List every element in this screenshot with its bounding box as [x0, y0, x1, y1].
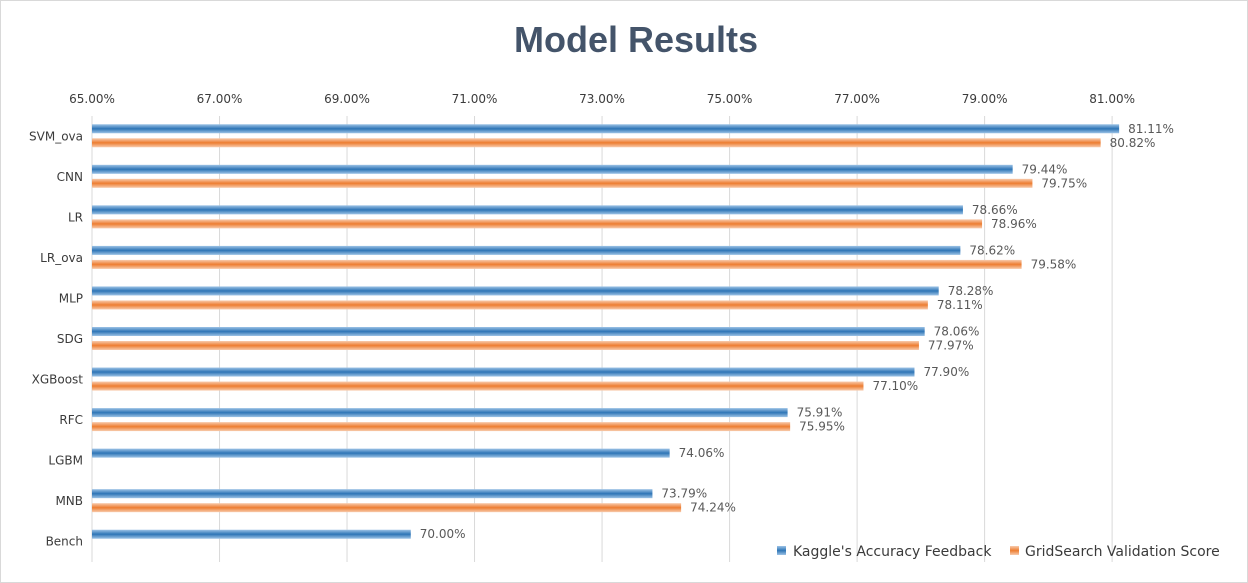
y-axis: SVM_ova CNN LR LR_ova MLP SDG XGBoost RFC LGBM MN… — [29, 129, 83, 548]
kaggle-bar — [92, 367, 915, 377]
data-labels: 81.11%80.82% 79.44%79.75% 78.66%78.96% 78.6… — [420, 122, 1174, 541]
kaggle-bar — [92, 124, 1120, 134]
gridsearch-data-label: 78.96% — [991, 217, 1037, 231]
x-tick-label: 67.00% — [197, 92, 243, 106]
category-label: LR — [68, 210, 83, 224]
gridsearch-bar — [92, 219, 983, 229]
kaggle-bar — [92, 286, 939, 296]
legend-swatch-gridsearch — [1010, 546, 1019, 555]
x-tick-label: 69.00% — [324, 92, 370, 106]
kaggle-data-label: 78.66% — [972, 203, 1018, 217]
category-label: Bench — [46, 535, 83, 549]
category-label: MLP — [59, 291, 83, 305]
legend: Kaggle's Accuracy Feedback GridSearch Va… — [777, 544, 1220, 560]
kaggle-data-label: 79.44% — [1022, 162, 1068, 176]
gridsearch-data-label: 74.24% — [690, 501, 736, 515]
gridsearch-bar — [92, 341, 919, 350]
category-label: SDG — [57, 332, 83, 346]
category-label: CNN — [57, 170, 83, 184]
kaggle-bar — [92, 489, 653, 499]
gridlines — [91, 116, 1113, 562]
category-label: LGBM — [48, 454, 83, 468]
gridsearch-data-label: 75.95% — [799, 420, 845, 434]
gridsearch-bar — [92, 138, 1101, 148]
legend-label-kaggle: Kaggle's Accuracy Feedback — [793, 544, 992, 560]
kaggle-bar — [92, 245, 961, 255]
kaggle-data-label: 78.06% — [934, 325, 980, 339]
kaggle-bar — [92, 164, 1013, 174]
x-tick-label: 77.00% — [834, 92, 880, 106]
bars — [92, 124, 1120, 539]
kaggle-data-label: 70.00% — [420, 527, 466, 541]
gridsearch-data-label: 78.11% — [937, 298, 983, 312]
legend-swatch-kaggle — [777, 546, 786, 555]
kaggle-data-label: 78.62% — [969, 243, 1015, 257]
gridsearch-data-label: 79.58% — [1031, 257, 1077, 271]
x-tick-label: 73.00% — [579, 92, 625, 106]
gridsearch-bar — [92, 178, 1033, 188]
kaggle-bar — [92, 408, 788, 418]
kaggle-data-label: 73.79% — [661, 487, 707, 501]
category-label: LR_ova — [40, 251, 83, 265]
kaggle-data-label: 78.28% — [948, 284, 994, 298]
gridsearch-data-label: 80.82% — [1110, 136, 1156, 150]
legend-label-gridsearch: GridSearch Validation Score — [1025, 544, 1220, 560]
gridsearch-data-label: 77.10% — [872, 379, 918, 393]
kaggle-bar — [92, 327, 925, 336]
gridsearch-data-label: 77.97% — [928, 339, 974, 353]
gridsearch-bar — [92, 381, 864, 391]
x-axis: 65.00% 67.00% 69.00% 71.00% 73.00% 75.00% 77.0… — [69, 92, 1135, 106]
category-label: XGBoost — [32, 373, 84, 387]
gridsearch-data-label: 79.75% — [1041, 176, 1087, 190]
x-tick-label: 75.00% — [707, 92, 753, 106]
category-label: RFC — [59, 413, 83, 427]
gridsearch-bar — [92, 300, 928, 310]
kaggle-data-label: 77.90% — [923, 365, 969, 379]
kaggle-data-label: 74.06% — [679, 446, 725, 460]
x-tick-label: 71.00% — [452, 92, 498, 106]
kaggle-data-label: 75.91% — [797, 406, 843, 420]
x-tick-label: 65.00% — [69, 92, 115, 106]
gridsearch-bar — [92, 259, 1022, 269]
x-tick-label: 81.00% — [1089, 92, 1135, 106]
kaggle-bar — [92, 529, 411, 539]
kaggle-bar — [92, 205, 963, 215]
category-label: SVM_ova — [29, 129, 83, 143]
kaggle-data-label: 81.11% — [1128, 122, 1174, 136]
chart-title: Model Results — [514, 19, 758, 60]
x-tick-label: 79.00% — [962, 92, 1008, 106]
category-label: MNB — [55, 494, 83, 508]
kaggle-bar — [92, 448, 670, 458]
gridsearch-bar — [92, 503, 682, 513]
gridsearch-bar — [92, 422, 791, 432]
